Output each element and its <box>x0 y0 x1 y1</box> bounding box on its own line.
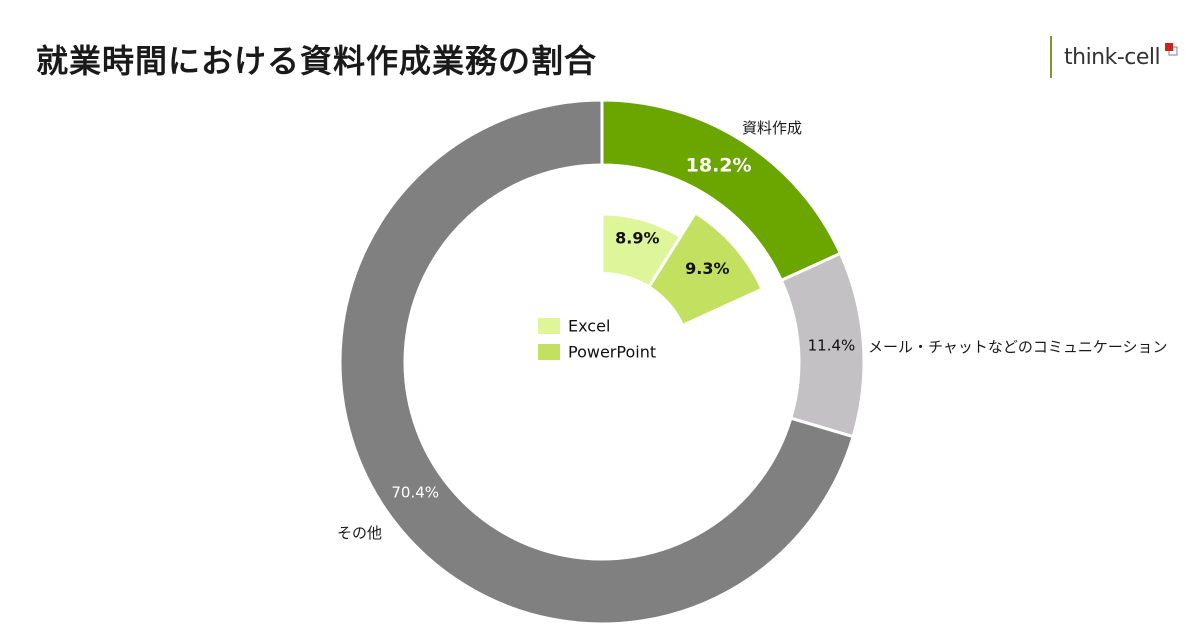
slice-other <box>338 98 856 626</box>
logo-mark-icon <box>1165 43 1178 56</box>
outer-label-communication: メール・チャットなどのコミュニケーション <box>868 338 1168 356</box>
legend-label-excel: Excel <box>568 317 610 336</box>
value-label-excel: 8.9% <box>615 228 659 247</box>
think-cell-logo: think-cell <box>1050 36 1178 78</box>
logo-text: think-cell <box>1064 44 1161 70</box>
legend-swatch-powerpoint <box>538 344 560 360</box>
outer-label-other: その他 <box>337 524 383 542</box>
chart-title: 就業時間における資料作成業務の割合 <box>36 42 598 80</box>
value-label-doc-creation: 18.2% <box>686 155 752 177</box>
value-label-other: 70.4% <box>391 483 439 501</box>
value-label-communication: 11.4% <box>808 337 856 355</box>
inner-hole <box>512 272 692 452</box>
legend-label-powerpoint: PowerPoint <box>568 343 656 362</box>
value-label-powerpoint: 9.3% <box>685 259 729 278</box>
legend-swatch-excel <box>538 318 560 334</box>
outer-label-doc-creation: 資料作成 <box>742 119 803 137</box>
